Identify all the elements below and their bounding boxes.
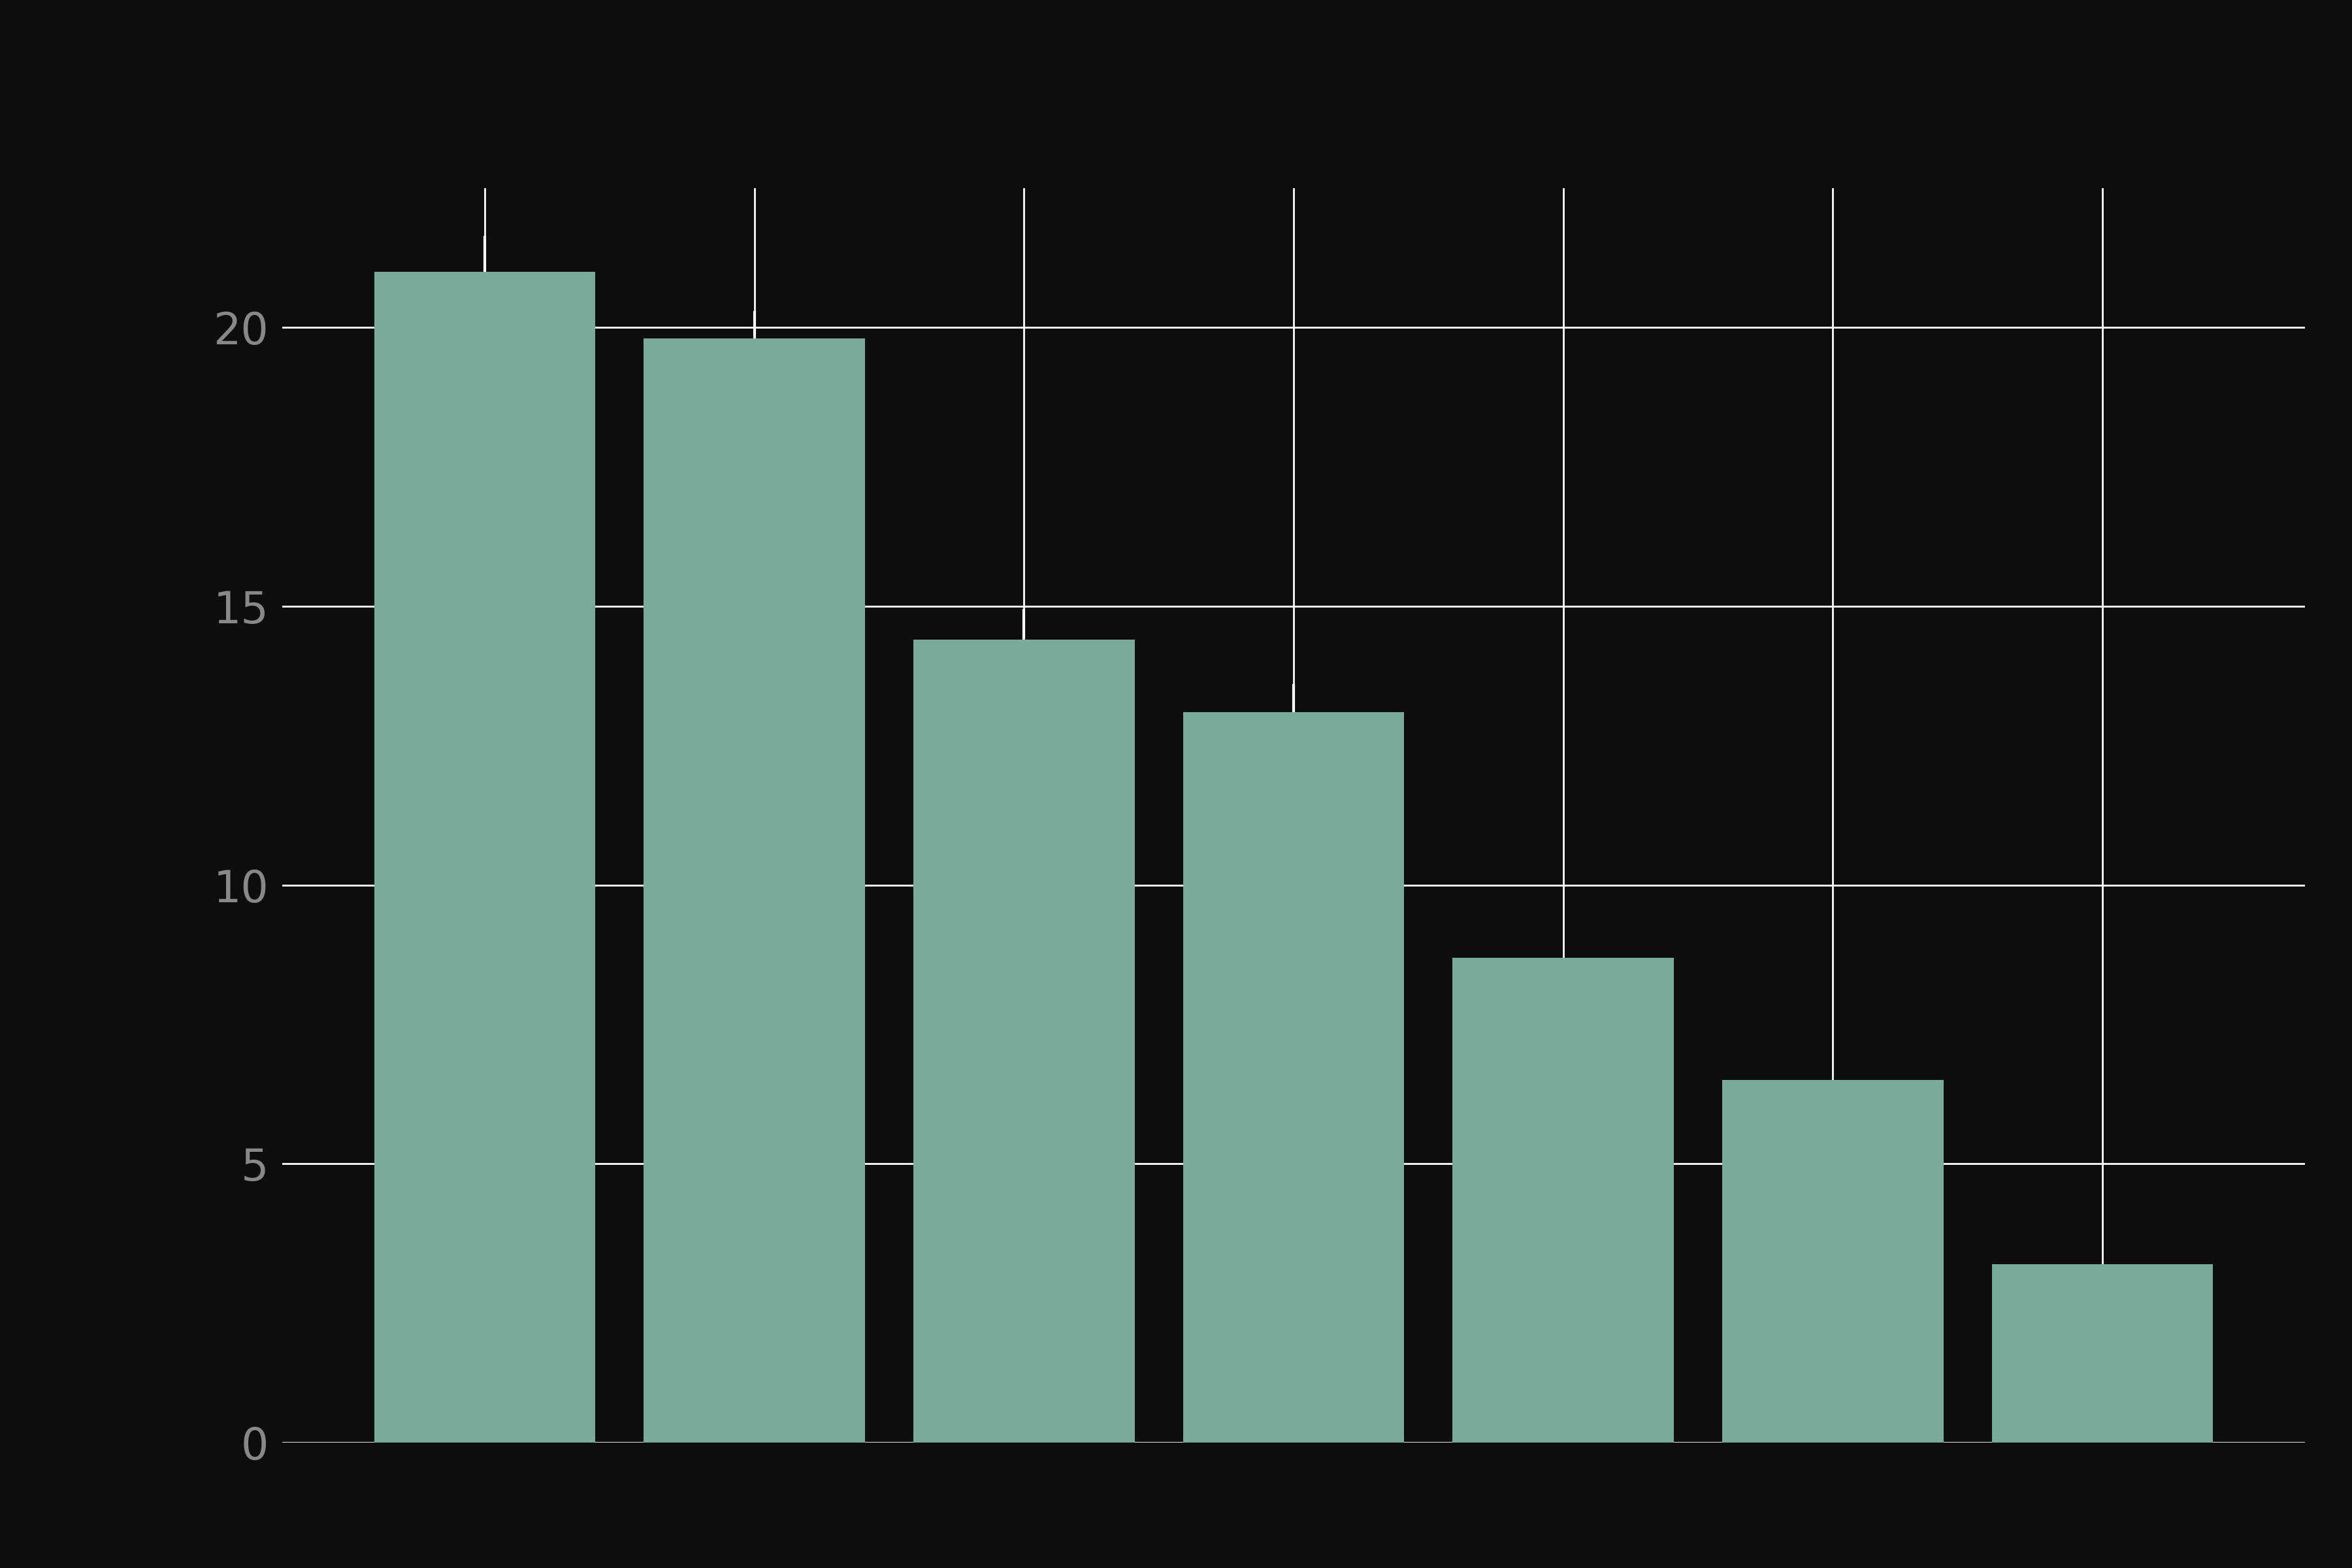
Bar [1454, 958, 1675, 1443]
Bar [1722, 1080, 1943, 1443]
Bar [1992, 1264, 2213, 1443]
Bar [913, 640, 1134, 1443]
Bar [1183, 712, 1404, 1443]
Bar [644, 339, 866, 1443]
Bar [374, 271, 595, 1443]
